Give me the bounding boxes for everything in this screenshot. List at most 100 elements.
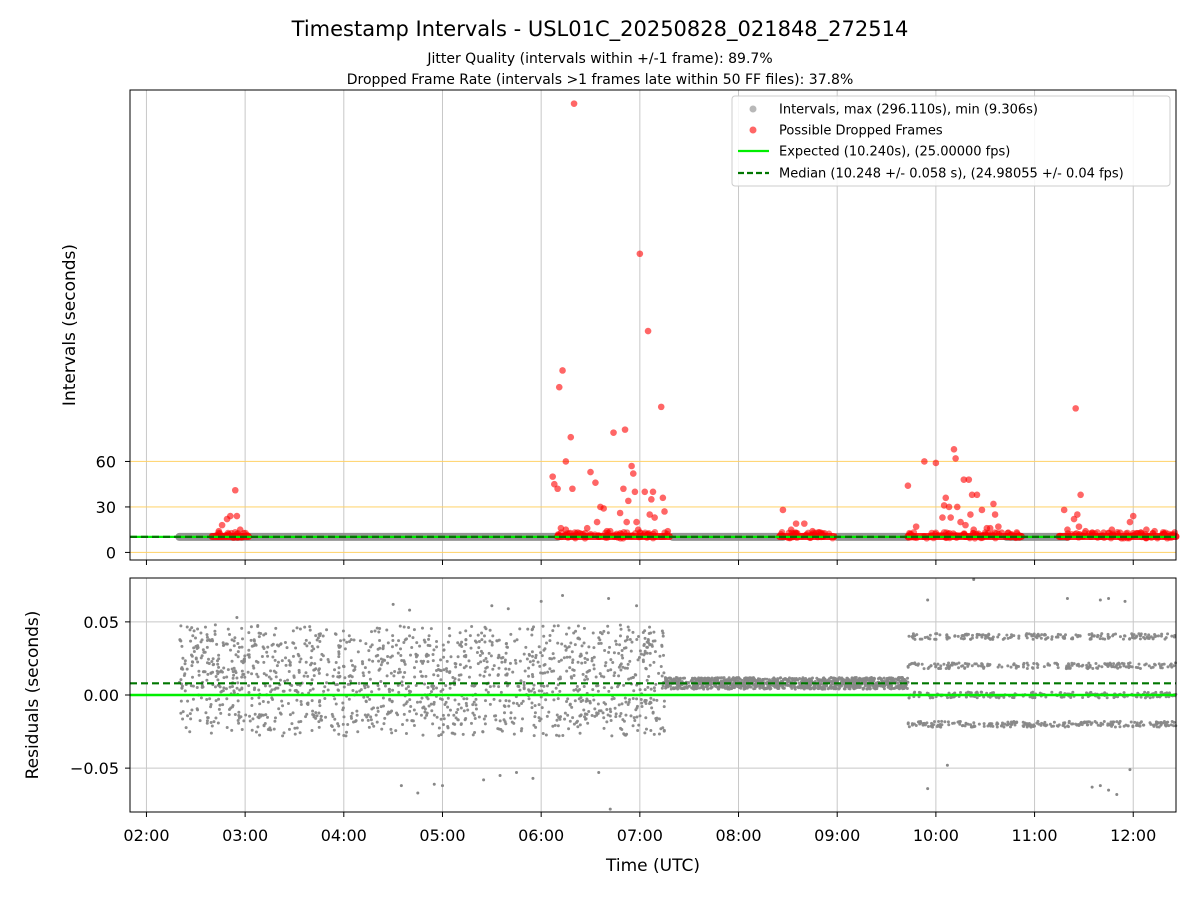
residual-point: [987, 632, 991, 636]
residual-point: [588, 669, 592, 673]
residual-point: [959, 690, 963, 694]
residual-point: [913, 661, 917, 665]
residual-point: [421, 706, 425, 710]
residual-point: [950, 661, 954, 665]
residual-point: [627, 700, 631, 704]
residual-point: [492, 697, 496, 701]
residual-point: [261, 699, 265, 703]
residual-point: [308, 625, 312, 629]
residual-point: [548, 639, 552, 643]
residual-point: [706, 687, 710, 691]
residual-point: [469, 721, 473, 725]
residual-point: [557, 660, 561, 664]
residual-point: [355, 709, 359, 713]
residual-point: [1044, 637, 1048, 641]
residual-point: [388, 698, 392, 702]
x-tick-label: 03:00: [222, 826, 268, 845]
residual-point: [1160, 690, 1164, 694]
residual-point: [252, 688, 256, 692]
residual-point: [577, 697, 581, 701]
residual-point: [397, 690, 401, 694]
residual-point: [565, 655, 569, 659]
residual-point: [360, 718, 364, 722]
residual-point: [436, 664, 440, 668]
residual-point: [226, 627, 230, 631]
residual-point: [425, 654, 429, 658]
residual-point: [532, 683, 536, 687]
residual-point: [592, 646, 596, 650]
residual-point: [600, 632, 604, 636]
residual-point: [444, 700, 448, 704]
residual-point: [956, 634, 960, 638]
residual-point: [937, 666, 941, 670]
residual-point: [1126, 661, 1130, 665]
residual-point: [1114, 632, 1118, 636]
residual-point: [571, 661, 575, 665]
residual-point: [751, 676, 755, 680]
residual-point: [393, 670, 397, 674]
residual-point: [179, 678, 183, 682]
residual-point: [551, 690, 555, 694]
residual-point: [542, 634, 546, 638]
residual-point: [553, 723, 557, 727]
dropped-point: [1129, 512, 1137, 520]
residual-point: [538, 664, 542, 668]
residual-point: [286, 701, 290, 705]
residual-point: [953, 634, 957, 638]
residual-point: [197, 669, 201, 673]
residual-point: [469, 646, 473, 650]
residual-point: [482, 717, 486, 721]
residual-point: [527, 652, 531, 656]
residual-point: [368, 677, 372, 681]
residual-point: [646, 685, 650, 689]
residual-point: [1173, 634, 1177, 638]
dropped-point: [629, 470, 637, 477]
residual-point: [1129, 720, 1133, 724]
residual-point: [644, 666, 648, 670]
residual-point: [592, 698, 596, 702]
residual-point: [953, 691, 957, 695]
residual-point: [891, 676, 895, 680]
residual-point: [1143, 632, 1147, 636]
residual-point: [197, 673, 201, 677]
residual-point: [430, 684, 434, 688]
residual-point: [237, 721, 241, 725]
residual-point: [649, 687, 653, 691]
residual-point: [488, 628, 492, 632]
residual-point: [888, 686, 892, 690]
residual-point: [310, 678, 314, 682]
residual-point: [938, 633, 942, 637]
residual-point: [906, 721, 910, 725]
residual-point: [477, 639, 481, 643]
residual-point: [1086, 723, 1090, 727]
residual-point: [214, 716, 218, 720]
dropped-point: [648, 496, 655, 503]
residual-point: [556, 724, 560, 728]
residual-point: [398, 624, 402, 628]
residual-point: [483, 670, 487, 674]
residual-point: [939, 664, 943, 668]
dropped-point: [1126, 518, 1134, 526]
residual-point: [1093, 719, 1097, 723]
residual-point: [397, 667, 401, 671]
residual-point: [237, 713, 241, 717]
residual-point: [602, 701, 606, 705]
residual-point: [605, 720, 609, 724]
residual-point: [441, 730, 445, 734]
residual-point: [247, 655, 251, 659]
dropped-point: [778, 529, 786, 536]
residual-point: [1143, 637, 1147, 641]
residual-point: [408, 634, 412, 638]
residual-point: [378, 646, 382, 650]
residual-point: [1146, 691, 1150, 695]
residual-point: [326, 688, 330, 692]
dropped-point: [1162, 529, 1169, 537]
residual-point: [362, 684, 366, 688]
residual-point: [352, 668, 356, 672]
residual-point: [691, 686, 695, 690]
residual-point: [539, 651, 543, 655]
residual-point: [591, 688, 595, 692]
residual-point: [995, 725, 999, 729]
residual-point: [1001, 637, 1005, 641]
residual-point: [602, 629, 606, 633]
